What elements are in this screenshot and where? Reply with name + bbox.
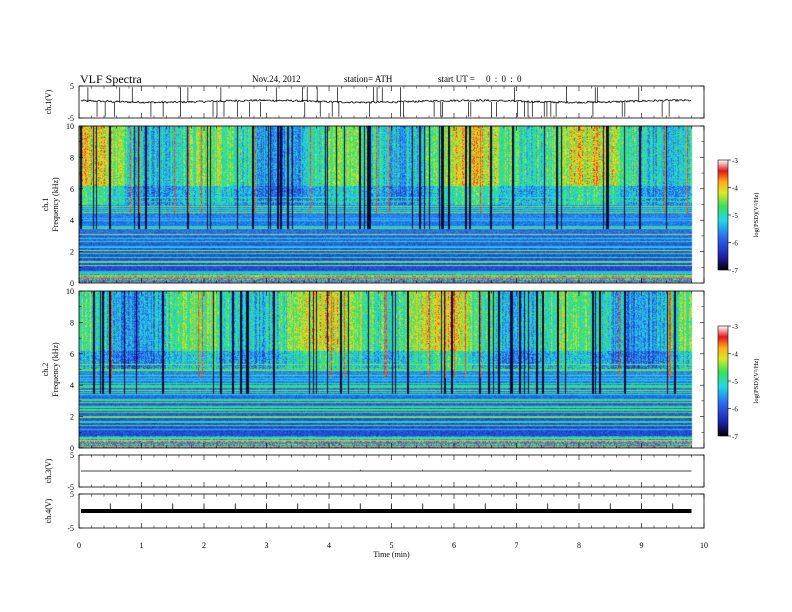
y-axis-label: ch.1(V) [44, 89, 53, 114]
colorbar-tick-label: -7 [732, 433, 738, 441]
ch4-waveform [81, 503, 692, 513]
colorbar-tick-label: -3 [732, 323, 738, 331]
y-tick-label: 6 [70, 350, 74, 359]
y-tick-label: 5 [70, 82, 74, 91]
start-ut-label: start UT = [438, 74, 475, 84]
station-label: station= ATH [344, 74, 393, 84]
date-label: Nov.24, 2012 [252, 74, 301, 84]
y-tick-label: -5 [67, 483, 74, 492]
y-tick-label: 10 [66, 122, 74, 131]
y-tick-label: 5 [70, 490, 74, 499]
colorbar [717, 159, 729, 271]
y-axis-label: ch.2 [41, 363, 50, 377]
colorbar-tick-label: -4 [732, 351, 738, 359]
ch1-spectrogram-image [79, 126, 704, 283]
y-tick-label: -5 [67, 524, 74, 533]
x-tick-label: 3 [265, 541, 269, 550]
ch4-waveform-trace [81, 509, 692, 513]
y-tick-label: 10 [66, 287, 74, 296]
colorbar-tick-label: -6 [732, 406, 738, 414]
ch1-waveform [80, 87, 692, 117]
ch2-spectrogram-image [79, 291, 704, 448]
x-tick-label: 9 [640, 541, 644, 550]
x-tick-label: 4 [327, 541, 331, 550]
y-tick-label: 8 [70, 318, 74, 327]
x-tick-label: 7 [515, 541, 519, 550]
y-axis-label: Frequency (kHz) [51, 342, 60, 397]
x-axis-label: Time (min) [373, 550, 410, 559]
y-tick-label: 4 [70, 381, 74, 390]
y-tick-label: 8 [70, 153, 74, 162]
ch1-waveform-trace [80, 98, 692, 104]
colorbar-tick-label: -6 [732, 240, 738, 248]
colorbar-label: log(PSD)(V²/Hz) [753, 359, 760, 404]
x-tick-label: 10 [700, 541, 708, 550]
y-tick-label: 6 [70, 185, 74, 194]
y-tick-label: 5 [70, 451, 74, 460]
colorbar-tick-label: -3 [732, 157, 738, 165]
colorbar-tick-label: -7 [732, 267, 738, 275]
y-axis-label: ch.3(V) [44, 458, 53, 483]
colorbar-tick-label: -4 [732, 185, 738, 193]
ch3-waveform [81, 469, 692, 472]
x-tick-label: 5 [390, 541, 394, 550]
y-tick-label: 2 [70, 413, 74, 422]
x-tick-label: 1 [140, 541, 144, 550]
y-tick-label: 0 [70, 444, 74, 453]
x-tick-label: 6 [452, 541, 456, 550]
colorbar-label: log(PSD)(V²/Hz) [753, 193, 760, 238]
y-tick-label: 4 [70, 216, 74, 225]
y-axis-label: ch.1 [41, 198, 50, 212]
figure-title: VLF Spectra [80, 72, 142, 86]
colorbar-tick-label: -5 [732, 378, 738, 386]
start-ut-value: 0 : 0 : 0 [486, 74, 523, 84]
y-axis-label: ch.4(V) [44, 498, 53, 523]
x-tick-label: 0 [77, 541, 81, 550]
colorbar [717, 325, 729, 437]
y-tick-label: 2 [70, 248, 74, 257]
y-tick-label: -5 [67, 114, 74, 123]
x-tick-label: 8 [577, 541, 581, 550]
x-tick-label: 2 [202, 541, 206, 550]
y-axis-label: Frequency (kHz) [51, 177, 60, 232]
y-tick-label: 0 [70, 279, 74, 288]
colorbar-tick-label: -5 [732, 212, 738, 220]
